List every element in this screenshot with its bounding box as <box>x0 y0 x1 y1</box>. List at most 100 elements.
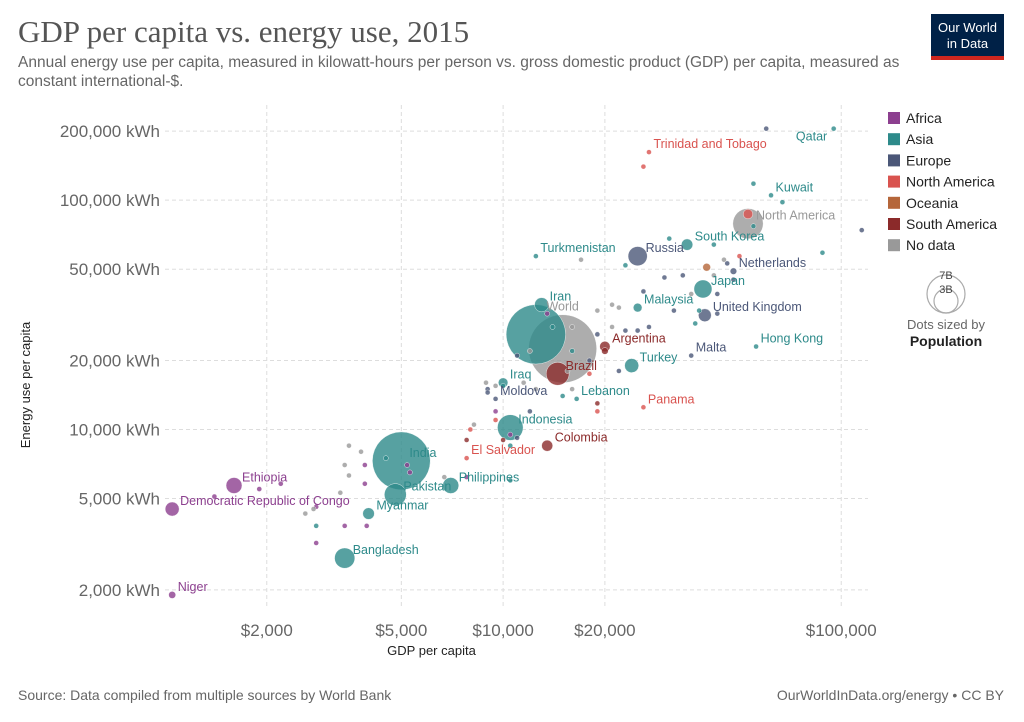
y-tick-label: 100,000 kWh <box>60 191 160 210</box>
data-point <box>527 348 533 354</box>
data-point <box>736 253 743 259</box>
credit-link[interactable]: OurWorldInData.org/energy • CC BY <box>776 687 1004 703</box>
label-kuwait: Kuwait <box>776 180 814 194</box>
label-pakistan: Pakistan <box>403 480 451 494</box>
data-point <box>346 442 352 449</box>
data-point <box>586 357 593 364</box>
data-point <box>711 272 717 279</box>
y-tick-label: 10,000 kWh <box>69 421 160 440</box>
data-point <box>578 257 584 263</box>
data-point <box>362 481 368 487</box>
legend-swatch <box>888 239 900 252</box>
data-point <box>310 506 317 512</box>
data-point <box>463 474 470 480</box>
data-point <box>313 540 319 546</box>
data-point <box>358 449 364 455</box>
legend-item-north-america[interactable]: North America <box>906 174 995 190</box>
data-point <box>569 386 575 392</box>
point-north-america <box>732 208 764 240</box>
data-point <box>692 320 698 327</box>
point-malta <box>688 352 694 359</box>
legend-swatch <box>888 175 900 188</box>
legend-item-asia[interactable]: Asia <box>906 131 933 147</box>
label-qatar: Qatar <box>796 130 827 144</box>
legend-item-africa[interactable]: Africa <box>906 110 942 126</box>
data-point <box>859 227 865 233</box>
x-tick-label: $2,000 <box>241 621 293 640</box>
data-point <box>507 442 513 449</box>
legend-item-oceania[interactable]: Oceania <box>906 195 958 211</box>
data-point <box>594 307 601 314</box>
data-point <box>492 408 499 415</box>
data-point <box>779 199 786 205</box>
point-niger <box>168 591 176 599</box>
legend-swatch <box>888 133 900 146</box>
data-point <box>616 368 622 374</box>
data-point <box>211 493 218 500</box>
legend-item-europe[interactable]: Europe <box>906 152 951 168</box>
label-trinidad-and-tobago: Trinidad and Tobago <box>653 137 766 151</box>
data-point <box>702 263 711 272</box>
y-tick-label: 50,000 kWh <box>69 260 160 279</box>
label-niger: Niger <box>178 580 208 594</box>
label-south-korea: South Korea <box>695 230 765 244</box>
data-point <box>724 260 730 267</box>
size-label-large: 7B <box>939 270 952 282</box>
data-point <box>601 347 609 355</box>
data-point <box>714 310 720 317</box>
data-point <box>346 472 352 479</box>
label-panama: Panama <box>648 392 695 406</box>
label-ethiopia: Ethiopia <box>242 470 287 484</box>
size-label-small: 3B <box>939 284 952 296</box>
data-point <box>609 302 615 308</box>
x-tick-label: $10,000 <box>472 621 533 640</box>
y-axis-ticks: 2,000 kWh 5,000 kWh 10,000 kWh 20,000 kWh 50… <box>60 122 160 600</box>
legend-item-no-data[interactable]: No data <box>906 237 955 253</box>
legend-swatch <box>888 112 900 124</box>
data-point <box>484 389 491 396</box>
size-caption-bold: Population <box>910 333 982 349</box>
data-point <box>407 469 413 476</box>
chart-subtitle: Annual energy use per capita, measured i… <box>18 54 900 90</box>
data-point <box>362 462 368 468</box>
label-myanmar: Myanmar <box>376 499 428 513</box>
data-point <box>256 486 262 492</box>
point-netherlands <box>729 267 737 275</box>
data-point <box>559 393 566 399</box>
point-iran <box>534 297 549 313</box>
data-point <box>342 462 348 468</box>
point-malaysia <box>633 303 643 313</box>
point-qatar <box>830 125 837 132</box>
data-point <box>514 352 520 359</box>
y-tick-label: 200,000 kWh <box>60 122 160 141</box>
data-point <box>622 262 629 269</box>
data-point <box>680 272 686 279</box>
data-point <box>666 235 672 242</box>
data-point <box>569 348 575 354</box>
data-point <box>520 379 527 386</box>
data-labels: Qatar Trinidad and Tobago Kuwait North Amer… <box>178 130 836 594</box>
legend-item-south-america[interactable]: South America <box>906 216 997 232</box>
data-points <box>164 125 865 599</box>
label-el-salvador: El Salvador <box>471 443 535 457</box>
data-point <box>302 510 309 517</box>
owid-logo[interactable]: Our World in Data <box>931 14 1004 60</box>
data-point <box>688 291 694 297</box>
data-point <box>364 523 370 529</box>
data-point <box>549 324 556 330</box>
data-point <box>441 474 448 480</box>
data-point <box>514 435 520 441</box>
source-note[interactable]: Source: Data compiled from multiple sour… <box>18 687 392 703</box>
point-brazil <box>546 362 570 386</box>
data-point <box>383 455 389 461</box>
label-turkey: Turkey <box>640 351 678 365</box>
label-iraq: Iraq <box>510 368 532 382</box>
y-tick-label: 2,000 kWh <box>79 581 160 600</box>
point-trinidad-and-tobago <box>646 149 652 155</box>
x-tick-label: $5,000 <box>375 621 427 640</box>
label-argentina: Argentina <box>612 332 666 346</box>
point-russia <box>627 246 648 266</box>
point-myanmar <box>362 507 375 520</box>
label-india: India <box>409 446 436 460</box>
